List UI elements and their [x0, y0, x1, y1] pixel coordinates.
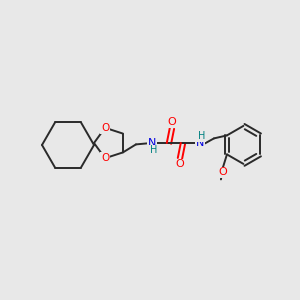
Text: O: O — [219, 167, 227, 177]
Text: O: O — [168, 117, 176, 128]
Text: H: H — [150, 146, 158, 155]
Text: O: O — [101, 153, 109, 163]
Text: H: H — [198, 131, 206, 141]
Text: N: N — [196, 138, 204, 148]
Text: N: N — [148, 138, 156, 148]
Text: O: O — [176, 159, 184, 170]
Text: O: O — [101, 123, 109, 133]
